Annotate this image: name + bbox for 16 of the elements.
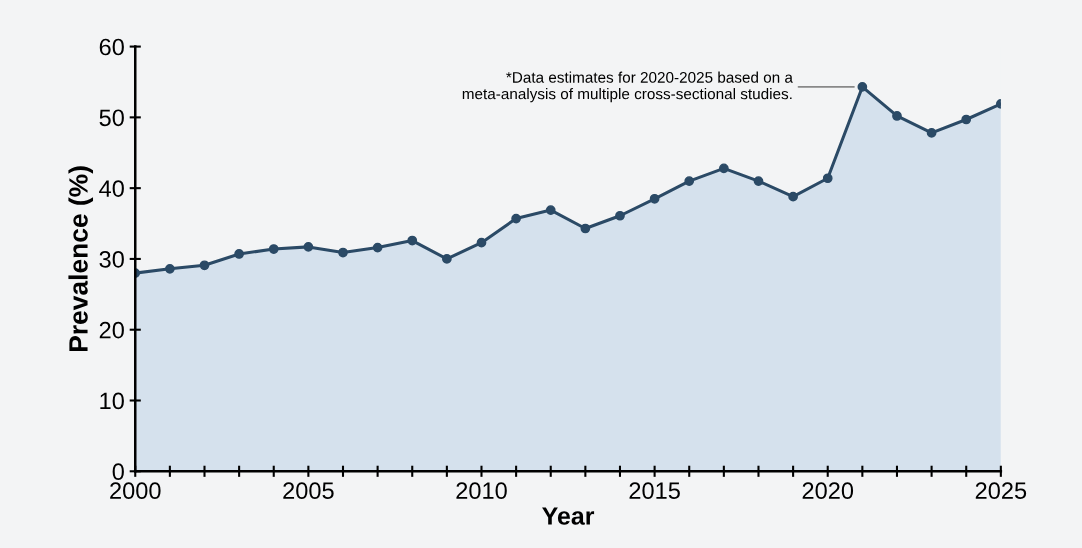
x-tick-label: 2025 — [975, 482, 1027, 500]
y-tick-label: 20 — [99, 321, 124, 339]
annotation: *Data estimates for 2020-2025 based on a meta-analysis of multiple cross-sectional studies. — [462, 71, 793, 103]
y-axis-title: Prevalence (%) — [68, 166, 94, 352]
x-tick-label: 2005 — [283, 482, 334, 500]
y-tick-label: 0 — [112, 463, 124, 481]
x-tick-label: 2000 — [110, 482, 161, 500]
y-tick-label: 10 — [100, 392, 124, 410]
x-tick-label: 2015 — [629, 482, 680, 500]
y-tick-label: 40 — [99, 180, 124, 197]
x-tick-label: 2020 — [802, 482, 854, 500]
y-tick-label: 30 — [99, 251, 124, 268]
x-tick-label: 2010 — [456, 482, 507, 500]
y-tick-label: 60 — [99, 38, 124, 56]
y-tick-label: 50 — [99, 109, 124, 127]
x-axis-title: Year — [542, 507, 595, 525]
